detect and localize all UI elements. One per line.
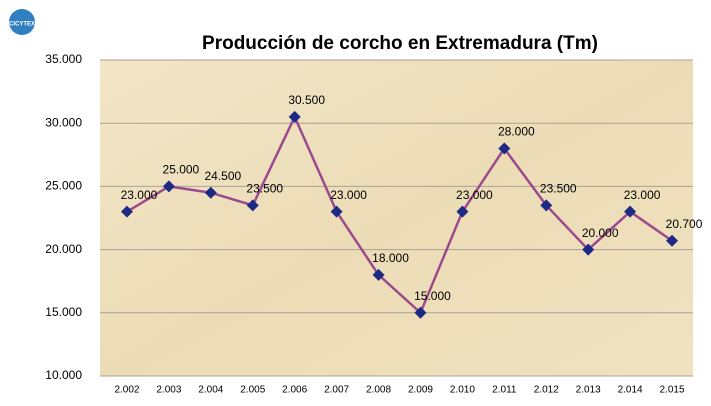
- data-label: 23.500: [540, 182, 577, 196]
- marker: [120, 205, 133, 218]
- data-label: 23.000: [624, 188, 661, 202]
- chart-title: Producción de corcho en Extremadura (Tm): [202, 33, 598, 54]
- data-label: 23.000: [121, 188, 158, 202]
- x-tick-label: 2.003: [156, 385, 181, 396]
- x-tick-label: 2.012: [534, 385, 559, 396]
- x-tick-label: 2.009: [408, 385, 433, 396]
- data-label: 15.000: [414, 289, 451, 303]
- x-tick-label: 2.013: [576, 385, 601, 396]
- logo: [9, 9, 35, 35]
- plot-area: [100, 60, 693, 376]
- x-tick-label: 2.006: [282, 385, 307, 396]
- x-tick-label: 2.005: [240, 385, 265, 396]
- data-label: 20.000: [582, 226, 619, 240]
- data-label: 25.000: [163, 163, 200, 177]
- x-tick-label: 2.011: [492, 385, 517, 396]
- logo-text: CICYTEX: [9, 22, 35, 28]
- y-tick-label: 30.000: [45, 115, 82, 129]
- x-tick-label: 2.010: [450, 385, 475, 396]
- x-tick-label: 2.002: [114, 385, 139, 396]
- marker: [582, 243, 595, 256]
- y-tick-label: 15.000: [45, 305, 82, 319]
- marker: [246, 199, 259, 212]
- x-tick-label: 2.015: [660, 385, 685, 396]
- marker: [624, 205, 637, 218]
- data-label: 23.500: [246, 182, 283, 196]
- data-label: 20.700: [666, 217, 703, 231]
- marker: [288, 110, 301, 123]
- line: [126, 113, 673, 315]
- x-tick-label: 2.007: [324, 385, 349, 396]
- x-tick-label: 2.014: [618, 385, 643, 396]
- x-tick-label: 2.004: [198, 385, 223, 396]
- marker: [330, 205, 343, 218]
- marker: [414, 306, 427, 319]
- marker: [498, 142, 511, 155]
- marker: [372, 268, 385, 281]
- data-label: 23.000: [330, 188, 367, 202]
- marker: [162, 180, 175, 193]
- marker: [540, 199, 553, 212]
- data-label: 30.500: [288, 93, 325, 107]
- x-tick-label: 2.008: [366, 385, 391, 396]
- marker: [204, 186, 217, 199]
- y-tick-label: 25.000: [45, 179, 82, 193]
- y-tick-label: 35.000: [45, 52, 82, 66]
- marker: [666, 234, 679, 247]
- data-label: 23.000: [456, 188, 493, 202]
- data-label: 24.500: [204, 169, 241, 183]
- data-label: 28.000: [498, 125, 535, 139]
- y-tick-label: 10.000: [45, 368, 82, 382]
- marker: [456, 205, 469, 218]
- data-label: 18.000: [372, 251, 409, 265]
- y-tick-label: 20.000: [45, 242, 82, 256]
